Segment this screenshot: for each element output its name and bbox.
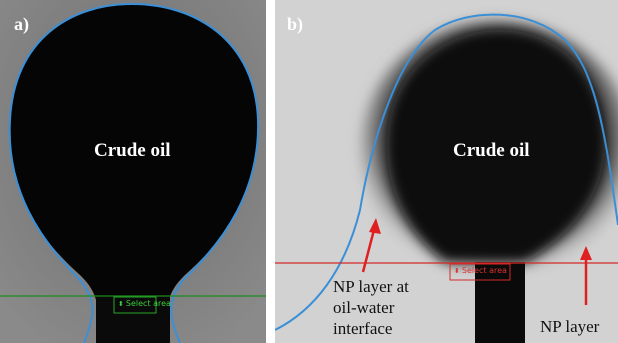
- panel-b-image: [275, 0, 618, 343]
- select-area-a: ⬍ Select area: [115, 298, 174, 309]
- select-area-label-a: Select area: [125, 299, 171, 308]
- panel-b: b) Crude oil ⬍ Select area NP layer at o…: [275, 0, 618, 343]
- needle-b: [475, 262, 525, 343]
- panel-a: a) Crude oil ⬍ Select area: [0, 0, 266, 343]
- arrow-interface: [361, 218, 381, 273]
- drop-label-a: Crude oil: [94, 140, 171, 161]
- select-area-b: ⬍ Select area: [451, 265, 510, 276]
- annotation-interface-line-2: oil-water: [333, 298, 395, 317]
- panel-letter-b: b): [287, 14, 304, 34]
- contour-a: [8, 2, 260, 343]
- annotation-interface-line-1: NP layer at: [333, 277, 409, 296]
- drop-label-b: Crude oil: [453, 140, 530, 161]
- needle-a: [96, 296, 170, 343]
- select-area-box-a: [113, 296, 157, 314]
- panel-a-image: [0, 0, 266, 343]
- updown-icon: ⬍: [118, 299, 124, 308]
- annotation-interface: NP layer at oil-water interface: [333, 276, 409, 339]
- drop-a: [9, 4, 259, 343]
- annotation-interface-line-3: interface: [333, 319, 393, 338]
- drop-b: [387, 30, 605, 262]
- arrow-np-layer: [580, 246, 592, 305]
- annotation-np-layer: NP layer: [540, 317, 600, 336]
- select-area-box-b: [449, 263, 511, 281]
- updown-icon: ⬍: [454, 266, 460, 275]
- panel-letter-a: a): [14, 14, 29, 34]
- contour-b: [275, 13, 618, 331]
- select-area-label-b: Select area: [461, 266, 507, 275]
